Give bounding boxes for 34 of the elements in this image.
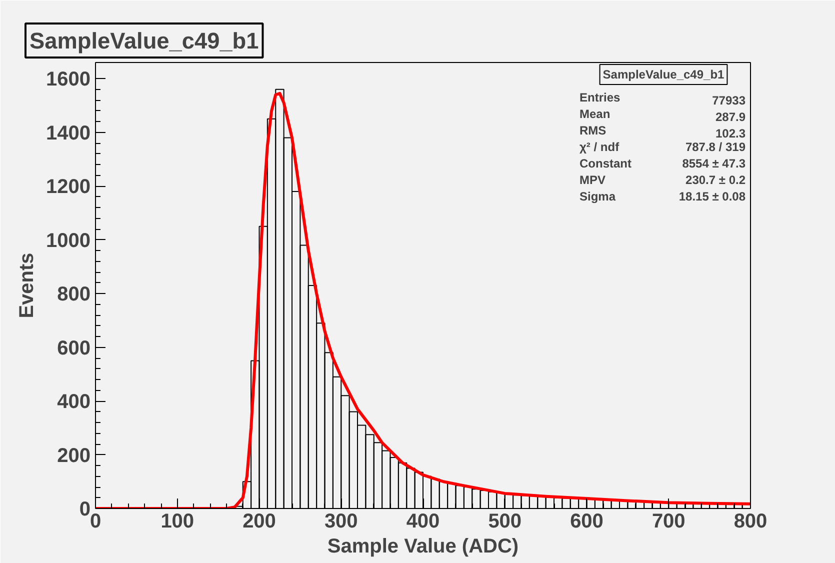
- x-tick-label: 200: [242, 510, 276, 532]
- annotation: Sigma: [580, 190, 616, 204]
- annotation: 230.7 ± 0.2: [686, 173, 746, 187]
- y-tick-label: 1600: [46, 68, 91, 91]
- y-tick-label: 1400: [46, 122, 91, 144]
- annotation: 287.9: [715, 110, 746, 124]
- y-tick-label: 1200: [46, 176, 91, 198]
- annotation: 102.3: [715, 126, 746, 140]
- y-tick-label: 400: [57, 391, 91, 414]
- annotation: MPV: [580, 173, 606, 187]
- y-axis-title: Events: [16, 252, 38, 318]
- x-tick-label: 800: [734, 510, 768, 532]
- annotation: Mean: [580, 107, 610, 121]
- y-tick-label: 600: [57, 337, 91, 360]
- annotation: Constant: [580, 156, 632, 170]
- annotation: Entries: [580, 90, 621, 104]
- y-tick-label: 800: [57, 284, 91, 306]
- x-tick-label: 300: [324, 510, 358, 532]
- x-axis-title: Sample Value (ADC): [327, 536, 519, 558]
- x-tick-label: 400: [406, 510, 440, 532]
- x-tick-label: 500: [488, 510, 522, 532]
- y-tick-label: 1000: [46, 230, 91, 252]
- annotation: 787.8 / 319: [685, 140, 746, 154]
- x-tick-label: 700: [652, 510, 686, 532]
- x-tick-label: 600: [570, 510, 604, 532]
- x-tick-label: 100: [160, 510, 194, 532]
- annotation: 8554 ± 47.3: [682, 156, 746, 170]
- annotation: χ² / ndf: [580, 140, 620, 154]
- annotation: RMS: [580, 124, 606, 138]
- annotation: 18.15 ± 0.08: [678, 190, 746, 204]
- chart-title: SampleValue_c49_b1: [30, 28, 259, 54]
- annotation: 77933: [712, 94, 746, 108]
- y-tick-label: 200: [57, 444, 91, 467]
- annotation: SampleValue_c49_b1: [602, 68, 725, 82]
